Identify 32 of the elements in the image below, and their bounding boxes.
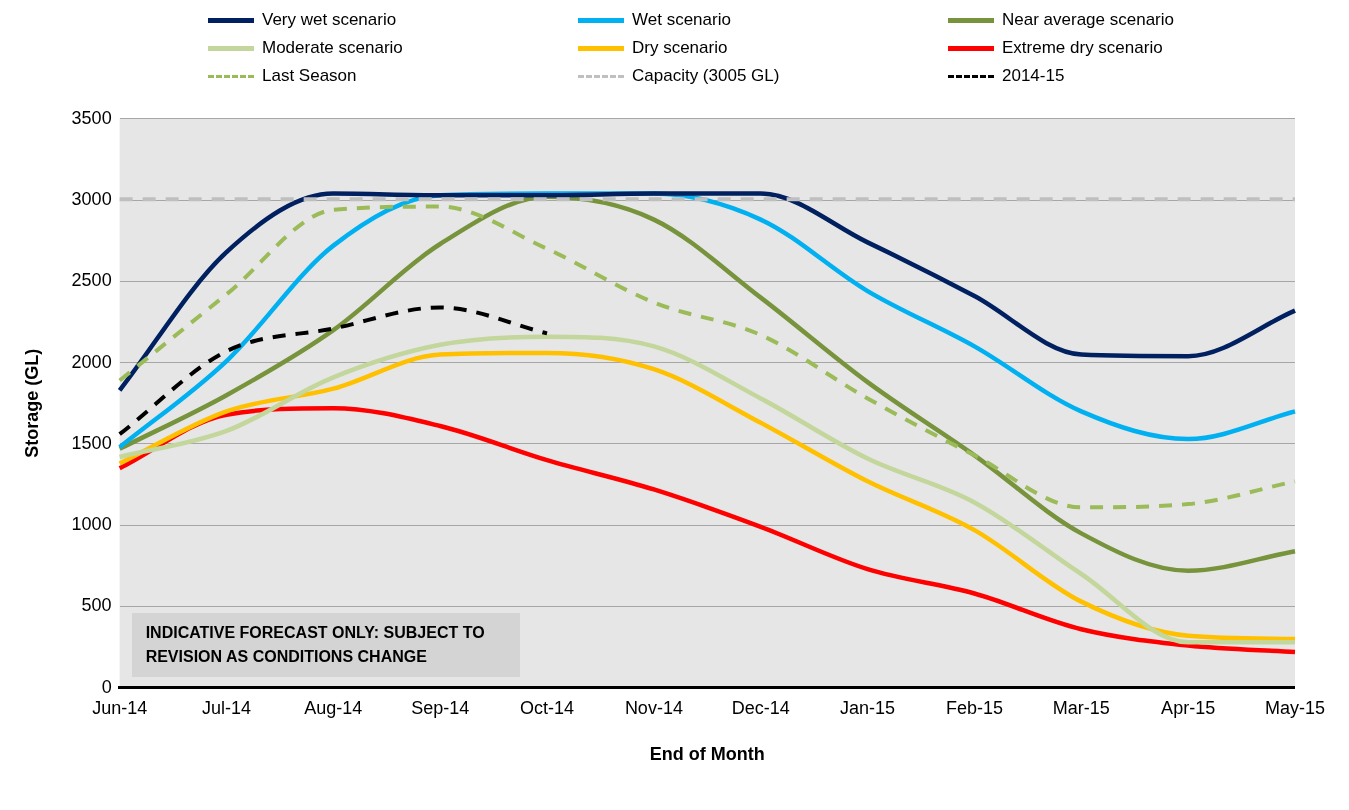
y-tick-label: 1000 [71, 514, 112, 535]
y-axis-title: Storage (GL) [21, 348, 42, 458]
x-tick-label: Dec-14 [731, 697, 790, 718]
x-tick-label: Oct-14 [520, 697, 575, 718]
x-tick-label: Sep-14 [411, 697, 470, 718]
x-tick-label: Jul-14 [201, 697, 252, 718]
y-tick-label: 500 [81, 595, 112, 616]
legend-label: Extreme dry scenario [1002, 38, 1163, 58]
x-tick-label: Mar-15 [1052, 697, 1110, 718]
y-tick-label: 1500 [71, 432, 112, 453]
annotation: INDICATIVE FORECAST ONLY: SUBJECT TO REVISION AS CONDITIONS CHANGE [131, 612, 520, 677]
legend-label: Last Season [262, 66, 357, 86]
x-tick-label: May-15 [1264, 697, 1326, 718]
x-tick-label: Aug-14 [304, 697, 363, 718]
x-axis-title: End of Month [649, 744, 765, 765]
legend-label: Wet scenario [632, 10, 731, 30]
y-tick-label: 3500 [71, 107, 112, 128]
x-tick-label: Jan-15 [840, 697, 896, 718]
legend-label: Very wet scenario [262, 10, 397, 30]
x-tick-label: Jun-14 [92, 697, 148, 718]
y-tick-label: 2000 [71, 351, 112, 372]
y-tick-label: 2500 [71, 270, 112, 291]
y-tick-label: 3000 [71, 189, 112, 210]
legend-label: Capacity (3005 GL) [632, 66, 780, 86]
legend-label: Near average scenario [1002, 10, 1174, 30]
legend-label: 2014-15 [1002, 66, 1065, 86]
x-tick-label: Apr-15 [1161, 697, 1216, 718]
legend-label: Moderate scenario [262, 38, 403, 58]
x-tick-label: Nov-14 [624, 697, 683, 718]
legend-label: Dry scenario [632, 38, 728, 58]
y-tick-label: 0 [101, 676, 112, 697]
x-tick-label: Feb-15 [945, 697, 1003, 718]
